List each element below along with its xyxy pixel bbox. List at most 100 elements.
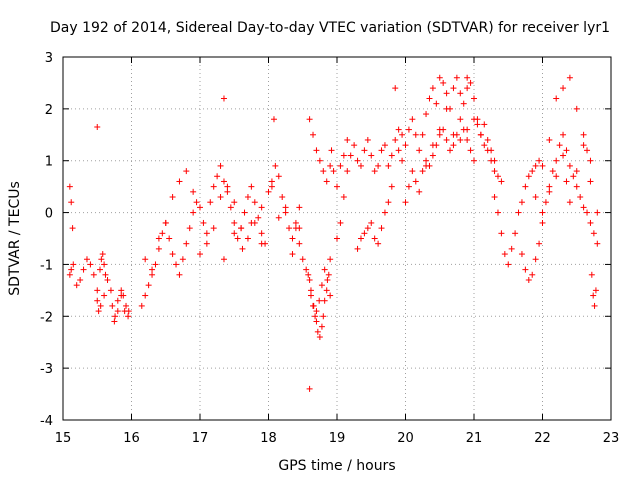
data-point (217, 162, 224, 169)
data-point (450, 85, 457, 92)
data-point (532, 256, 539, 263)
data-point (594, 240, 601, 247)
data-point (512, 230, 519, 237)
data-point (546, 183, 553, 190)
data-point (553, 173, 560, 180)
data-point (313, 308, 320, 315)
data-point (549, 168, 556, 175)
data-point (423, 111, 430, 118)
data-point (501, 251, 508, 258)
data-point (546, 136, 553, 143)
data-point (416, 188, 423, 195)
data-point (69, 225, 76, 232)
data-point (515, 209, 522, 216)
y-tick-label: 2 (45, 103, 53, 118)
data-point (104, 276, 111, 283)
data-point (587, 219, 594, 226)
data-point (392, 85, 399, 92)
y-tick-label: 3 (45, 51, 53, 66)
data-point (344, 136, 351, 143)
data-point (173, 261, 180, 268)
data-point (560, 152, 567, 159)
data-point (426, 95, 433, 102)
data-point (405, 183, 412, 190)
x-tick-label: 16 (123, 431, 140, 446)
data-point (270, 116, 277, 123)
y-tick-label: -1 (40, 258, 53, 273)
data-point (239, 245, 246, 252)
data-point (149, 271, 156, 278)
data-point (118, 287, 125, 294)
data-point (296, 240, 303, 247)
data-point (402, 142, 409, 149)
data-point (573, 105, 580, 112)
data-point (186, 225, 193, 232)
data-point (381, 209, 388, 216)
data-point (539, 219, 546, 226)
x-tick-label: 19 (329, 431, 346, 446)
data-point (474, 121, 481, 128)
data-point (375, 240, 382, 247)
data-point (573, 183, 580, 190)
x-tick-label: 22 (534, 431, 551, 446)
data-point (314, 328, 321, 335)
x-tick-label: 23 (603, 431, 620, 446)
y-tick-label: 0 (45, 207, 53, 222)
data-point (149, 266, 156, 273)
data-point (471, 157, 477, 164)
data-point (169, 251, 176, 258)
data-point (289, 251, 296, 258)
data-point (190, 209, 197, 216)
data-point (307, 292, 314, 299)
data-point (453, 74, 460, 81)
data-point (477, 131, 484, 138)
data-point (142, 292, 149, 299)
data-point (592, 287, 599, 294)
data-point (96, 266, 103, 273)
x-tick-label: 18 (260, 431, 277, 446)
data-point (556, 142, 563, 149)
data-point (532, 194, 539, 201)
data-point (220, 178, 227, 185)
data-point (66, 271, 73, 278)
data-point (494, 173, 501, 180)
data-point (286, 225, 293, 232)
data-point (525, 173, 532, 180)
data-point (553, 95, 560, 102)
data-point (299, 256, 306, 263)
x-tick-label: 20 (397, 431, 414, 446)
data-point (114, 308, 121, 315)
data-point (433, 100, 440, 107)
data-point (409, 168, 416, 175)
data-point (385, 199, 392, 206)
data-point (590, 230, 597, 237)
data-point (68, 199, 75, 206)
data-point (344, 168, 351, 175)
data-point (368, 219, 375, 226)
data-point (423, 157, 430, 164)
data-point (381, 142, 388, 149)
data-point (471, 95, 477, 102)
data-point (529, 271, 536, 278)
data-point (77, 276, 84, 283)
data-point (275, 173, 282, 180)
data-point (251, 199, 258, 206)
data-point (90, 271, 97, 278)
y-tick-label: -2 (40, 310, 53, 325)
data-point (203, 240, 210, 247)
data-point (340, 194, 347, 201)
data-point (416, 147, 423, 154)
data-point (325, 271, 332, 278)
data-point (566, 162, 573, 169)
x-tick-label: 17 (192, 431, 209, 446)
data-point (590, 292, 597, 299)
data-point (584, 209, 591, 216)
data-point (109, 302, 116, 309)
data-point (457, 136, 464, 143)
data-point (327, 292, 334, 299)
data-point (138, 302, 145, 309)
data-point (120, 292, 127, 299)
data-point (152, 261, 159, 268)
data-point (220, 95, 227, 102)
